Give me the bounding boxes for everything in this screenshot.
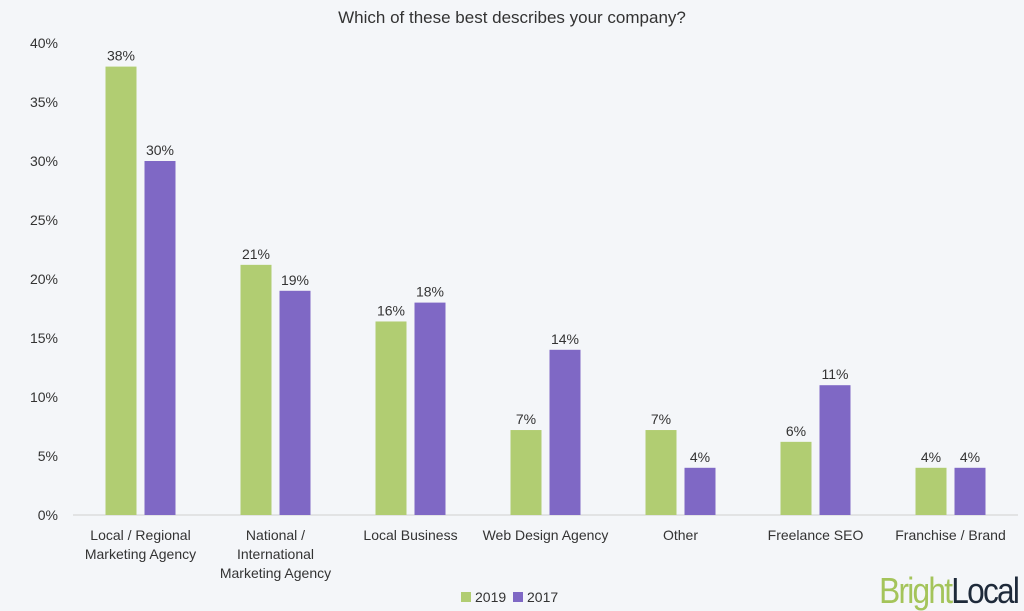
bar-2019 — [510, 430, 542, 515]
bars: 38% 30% 21% 19% 16% 18% 7% 14% 7% 4% 6% 11% 4% 4% — [105, 48, 986, 515]
bar-2017 — [549, 349, 581, 515]
legend-swatch-2017 — [513, 592, 523, 602]
bar-2019 — [915, 467, 947, 515]
legend-swatch-2019 — [461, 592, 471, 602]
data-label: 18% — [416, 284, 444, 300]
data-label: 7% — [516, 411, 536, 427]
data-label: 4% — [960, 449, 980, 465]
x-tick-label: Local Business — [363, 527, 457, 543]
brand-logo: BrightLocal — [879, 571, 1018, 611]
bar-2017 — [279, 290, 311, 515]
x-tick-label: Other — [663, 527, 698, 543]
y-tick-label: 40% — [30, 35, 58, 51]
y-tick-label: 15% — [30, 330, 58, 346]
bar-2019 — [240, 264, 272, 515]
x-tick-label: Freelance SEO — [768, 527, 864, 543]
data-label: 4% — [690, 449, 710, 465]
x-tick-label: National / — [246, 527, 305, 543]
x-tick-label: Local / Regional — [90, 527, 190, 543]
x-tick-label: Franchise / Brand — [895, 527, 1006, 543]
y-tick-label: 25% — [30, 212, 58, 228]
data-label: 30% — [146, 142, 174, 158]
bar-2019 — [375, 321, 407, 515]
x-axis: Local / Regional Marketing Agency National… — [85, 527, 1006, 581]
data-label: 14% — [551, 331, 579, 347]
bar-2017 — [414, 302, 446, 515]
bar-2019 — [780, 441, 812, 515]
bar-2019 — [105, 66, 137, 515]
chart-title: Which of these best describes your compa… — [338, 8, 686, 27]
legend-label: 2019 — [475, 589, 506, 605]
legend: 2019 2017 — [461, 589, 558, 605]
y-tick-label: 30% — [30, 153, 58, 169]
x-tick-label: Web Design Agency — [483, 527, 609, 543]
data-label: 19% — [281, 272, 309, 288]
data-label: 6% — [786, 423, 806, 439]
data-label: 4% — [921, 449, 941, 465]
legend-label: 2017 — [527, 589, 558, 605]
y-tick-label: 35% — [30, 94, 58, 110]
bar-2017 — [819, 385, 851, 515]
y-axis: 0% 5% 10% 15% 20% 25% 30% 35% 40% — [30, 35, 1018, 523]
y-tick-label: 10% — [30, 389, 58, 405]
data-label: 16% — [377, 302, 405, 318]
bar-2019 — [645, 430, 677, 515]
data-label: 38% — [107, 48, 135, 64]
data-label: 11% — [822, 366, 849, 382]
bar-2017 — [954, 467, 986, 515]
data-label: 7% — [651, 411, 671, 427]
x-tick-label: International — [237, 546, 314, 562]
y-tick-label: 20% — [30, 271, 58, 287]
y-tick-label: 5% — [38, 448, 58, 464]
bar-2017 — [684, 467, 716, 515]
y-tick-label: 0% — [38, 507, 58, 523]
x-tick-label: Marketing Agency — [85, 546, 196, 562]
x-tick-label: Marketing Agency — [220, 565, 331, 581]
data-label: 21% — [242, 246, 270, 262]
bar-2017 — [144, 161, 176, 515]
